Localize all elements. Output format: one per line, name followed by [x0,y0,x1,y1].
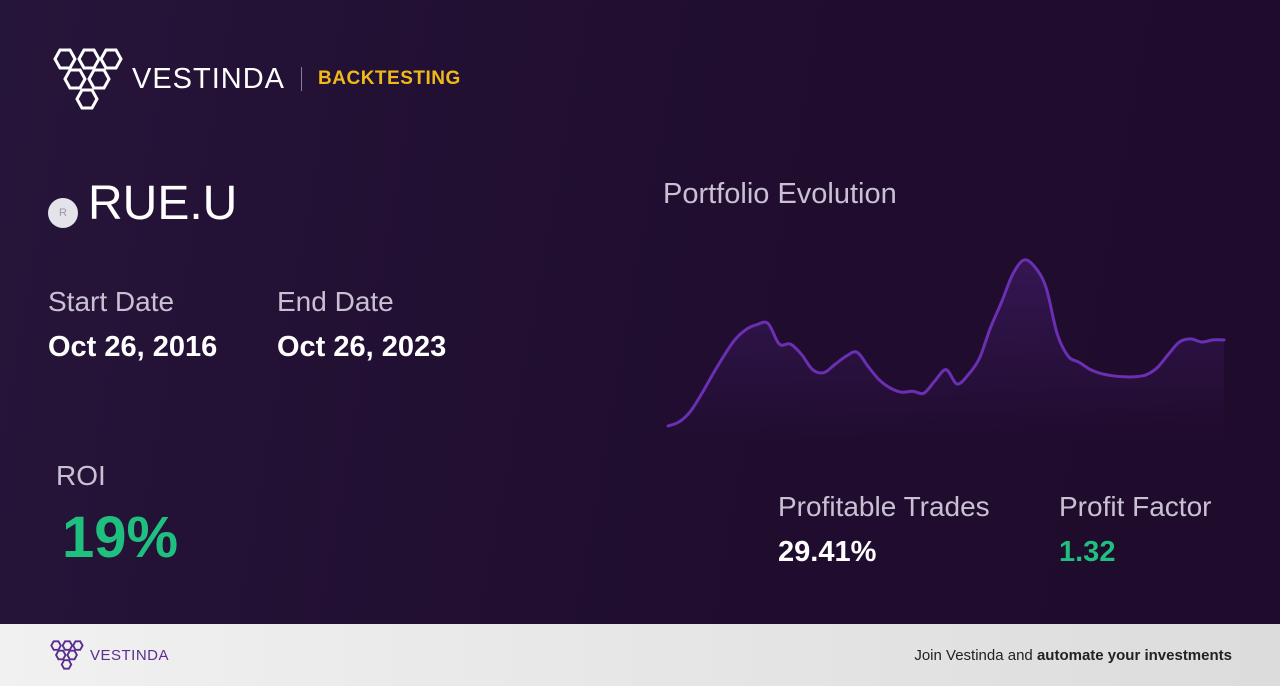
chart-area [668,259,1224,440]
profit-factor-value: 1.32 [1059,536,1116,568]
backtest-card: VESTINDA BACKTESTING R RUE.U Start Date … [0,0,1280,624]
end-date-value: Oct 26, 2023 [277,331,447,363]
portfolio-evolution-title: Portfolio Evolution [663,178,897,210]
profit-factor-label: Profit Factor [1059,491,1212,522]
portfolio-chart [666,258,1226,440]
roi-label: ROI [56,460,106,491]
footer-cta-bold: automate your investments [1036,646,1232,664]
end-date-label: End Date [277,286,394,317]
profitable-trades-label: Profitable Trades [778,491,990,522]
hexagon-cluster-logo-icon [53,48,123,110]
header-logo[interactable]: VESTINDA BACKTESTING [48,46,461,112]
ticker-symbol: RUE.U [88,177,238,230]
hexagon-cluster-logo-icon [50,640,84,670]
footer-cta[interactable]: Join Vestinda and automate your investme… [914,647,1232,664]
footer-cta-prefix: Join Vestinda and [914,646,1033,664]
footer: VESTINDA Join Vestinda and automate your… [0,624,1280,686]
chart-line [666,258,1226,428]
ticker: R RUE.U [48,176,237,231]
footer-logo[interactable]: VESTINDA [48,639,169,671]
start-date-label: Start Date [48,286,175,317]
ticker-badge-icon: R [48,197,78,228]
footer-brand-name: VESTINDA [90,646,170,664]
profitable-trades-value: 29.41% [778,536,877,568]
header-divider [301,67,303,91]
roi-value: 19% [62,505,179,570]
start-date-value: Oct 26, 2016 [48,331,218,363]
brand-name: VESTINDA [132,62,286,95]
section-tag: BACKTESTING [318,68,461,89]
